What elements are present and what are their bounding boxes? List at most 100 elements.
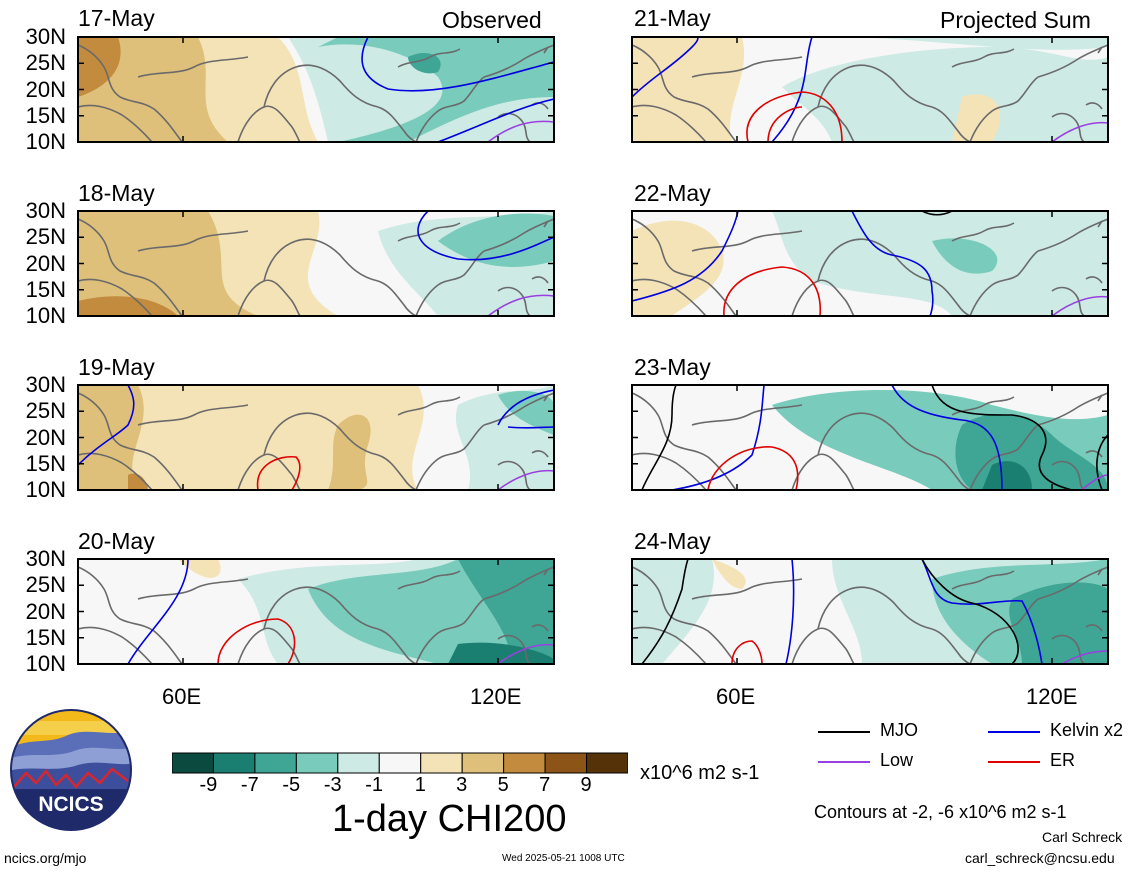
panel-date-right-1: 21-May [634, 5, 711, 31]
legend-swatch [818, 761, 870, 763]
map-panel-projected-4 [631, 558, 1109, 665]
wave-contour [632, 211, 739, 302]
wave-contour [487, 120, 554, 142]
wave-contour [417, 211, 554, 261]
wave-contour [1051, 295, 1108, 316]
logo-text: NCICS [38, 793, 103, 816]
wave-contour [891, 385, 1003, 490]
chi-shading [782, 47, 1108, 142]
colorbar-tick-label: -5 [282, 774, 301, 796]
map-panel-observed-3 [77, 384, 555, 491]
colorbar-bin [586, 752, 628, 774]
lon-label-120e-right: 120E [1026, 684, 1078, 709]
colorbar [172, 752, 628, 774]
chi-shading [632, 37, 1108, 50]
legend-swatch [988, 731, 1040, 733]
colorbar-bin [503, 752, 546, 774]
lat-label: 25N [25, 224, 66, 250]
observed-label: Observed [442, 7, 542, 33]
footer-email[interactable]: carl_schreck@ncsu.edu [965, 850, 1115, 866]
wave-contour [497, 643, 554, 664]
lat-label: 30N [25, 198, 66, 223]
wave-contour [217, 618, 296, 664]
legend-label: Low [880, 750, 914, 770]
colorbar-bin [295, 752, 339, 774]
legend-label: MJO [880, 720, 918, 740]
footer-timestamp: Wed 2025-05-21 1008 UTC [502, 853, 625, 864]
colorbar-bin [172, 752, 214, 774]
wave-contour [361, 37, 554, 92]
ncics-logo: NCICS [10, 709, 132, 831]
chi-shading [952, 94, 1001, 142]
chi-shading [78, 37, 121, 97]
chi-shading [932, 238, 998, 274]
wave-contour [1081, 474, 1108, 490]
colorbar-tick-label: 5 [497, 774, 509, 796]
legend-label: Kelvin x2 [1050, 720, 1124, 740]
chi-shading [498, 390, 554, 435]
lat-label: 20N [25, 250, 66, 276]
wave-contour [767, 106, 803, 142]
wave-contour [771, 37, 813, 142]
wave-contour [931, 385, 1073, 490]
lat-label: 25N [25, 398, 66, 424]
footer-url[interactable]: ncics.org/mjo [4, 850, 87, 866]
wave-contour [671, 385, 765, 490]
lat-label: 20N [25, 424, 66, 450]
wave-contour [256, 455, 301, 490]
chi-shading [438, 213, 554, 267]
map-panel-observed-4 [77, 558, 555, 665]
map-panel-observed-2 [77, 210, 555, 317]
wave-contour [507, 426, 554, 429]
wave-contour [921, 211, 953, 216]
legend-swatch [988, 761, 1040, 763]
colorbar-tick-label: -9 [199, 774, 218, 796]
lat-label: 15N [25, 450, 66, 476]
wave-contour [641, 385, 677, 490]
wave-contour [437, 98, 554, 142]
colorbar-bin [420, 752, 463, 774]
colorbar-bin [544, 752, 588, 774]
lon-label-60e-left: 60E [162, 684, 202, 709]
colorbar-tick-label: -1 [365, 774, 384, 796]
contours-note: Contours at -2, -6 x10^6 m2 s-1 [814, 802, 1067, 822]
lon-label-120e-left: 120E [470, 684, 522, 709]
wave-contour [1061, 650, 1108, 664]
wave-contour [707, 446, 799, 490]
colorbar-bin [337, 752, 380, 774]
wave-contour [497, 469, 554, 490]
wave-contour [731, 640, 763, 664]
colorbar-bin [254, 752, 297, 774]
lat-label: 30N [25, 546, 66, 571]
chart-title: 1-day CHI200 [332, 798, 567, 840]
chi-shading [328, 414, 371, 490]
lat-label: 15N [25, 624, 66, 650]
wave-contour [641, 559, 689, 664]
chi-shading [712, 559, 746, 589]
colorbar-tick-label: 7 [539, 774, 551, 796]
colorbar-bin [212, 752, 256, 774]
lon-label-60e-right: 60E [716, 684, 756, 709]
lat-label: 25N [25, 50, 66, 76]
chi-shading [982, 461, 1032, 490]
wave-contour [921, 559, 1019, 664]
wave-contour [785, 559, 795, 664]
colorbar-tick-label: -3 [323, 774, 342, 796]
lat-label: 15N [25, 102, 66, 128]
wave-contour [127, 559, 189, 664]
chi-shading [318, 37, 554, 142]
colorbar-tick-label: 9 [580, 774, 592, 796]
panel-date-right-3: 23-May [634, 354, 711, 380]
colorbar-tick-label: 1 [414, 774, 426, 796]
wave-contour [487, 294, 554, 316]
chi-shading [772, 211, 1108, 316]
lat-label: 20N [25, 76, 66, 102]
lat-label: 15N [25, 276, 66, 302]
chi-shading [632, 37, 745, 142]
wave-contour [746, 91, 843, 142]
lat-label: 10N [25, 303, 66, 328]
colorbar-tick-label: 3 [456, 774, 468, 796]
lat-label: 25N [25, 572, 66, 598]
wave-contour [723, 266, 822, 316]
